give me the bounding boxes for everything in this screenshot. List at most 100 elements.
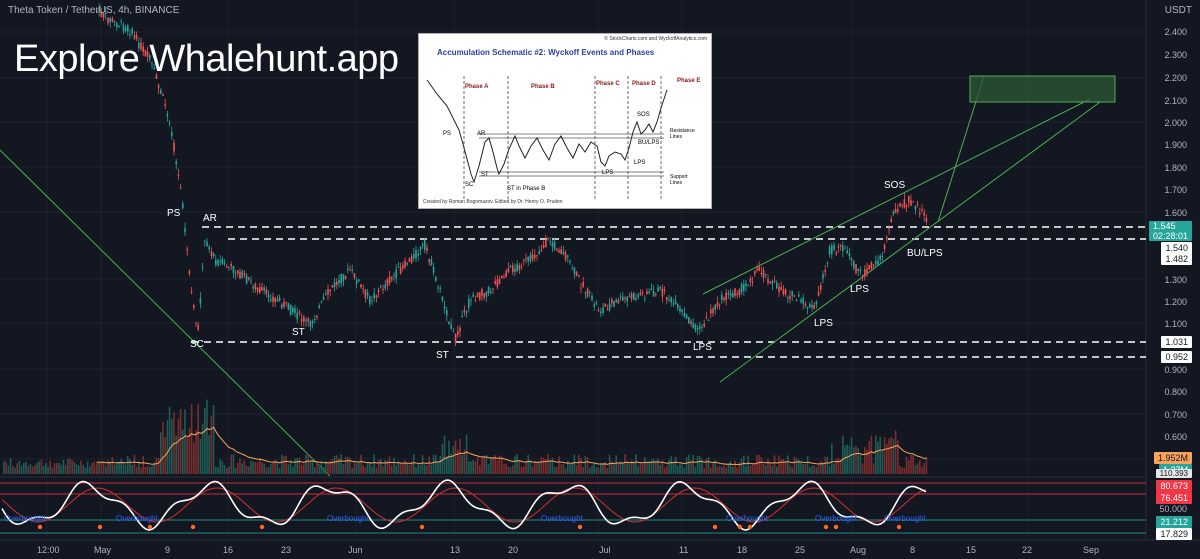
annotation-st-1[interactable]: ST <box>292 327 305 338</box>
overbought-label: Overbought <box>116 514 158 523</box>
schematic-drawing <box>426 76 668 199</box>
price-tick: 2.200 <box>1164 73 1187 83</box>
annotation-sc[interactable]: SC <box>190 339 204 350</box>
price-tick: 1.200 <box>1164 297 1187 307</box>
price-tag-level[interactable]: 1.482 <box>1161 253 1192 265</box>
price-tick: 0.900 <box>1164 365 1187 375</box>
price-tick: 2.100 <box>1164 96 1187 106</box>
time-tick: Sep <box>1083 545 1100 555</box>
schematic-label-bu-lps: BU/LPS <box>638 140 660 146</box>
annotation-lps-2[interactable]: LPS <box>814 318 833 329</box>
time-tick: 23 <box>281 545 292 555</box>
schematic-title: Accumulation Schematic #2: Wyckoff Event… <box>437 48 655 57</box>
oscillator-tag-80[interactable]: 80.673 <box>1156 480 1192 492</box>
schematic-label-lps-2: LPS <box>634 160 646 166</box>
time-tick: 9 <box>165 545 171 555</box>
annotation-sos[interactable]: SOS <box>884 180 906 191</box>
overbought-label: Overbought <box>815 514 857 523</box>
schematic-phase-e: Phase E <box>677 78 701 84</box>
overbought-label: Overbought <box>884 514 926 523</box>
time-tick: 15 <box>966 545 977 555</box>
schematic-phase-c: Phase C <box>596 81 620 87</box>
schematic-footer: Created by Roman Bogomazov. Edited by Dr… <box>423 199 563 205</box>
annotation-ps[interactable]: PS <box>167 208 181 219</box>
time-tick: 22 <box>1022 545 1033 555</box>
price-tick: 1.600 <box>1164 208 1187 218</box>
time-tick: 13 <box>450 545 461 555</box>
price-tick: 0.700 <box>1164 410 1187 420</box>
volume-bars <box>3 399 928 474</box>
oscillator-signal-line <box>1 487 927 523</box>
downtrend-line[interactable] <box>0 149 331 477</box>
price-tick: 1.100 <box>1164 319 1187 329</box>
time-tick: 16 <box>223 545 234 555</box>
time-tick: 8 <box>910 545 916 555</box>
volume-ma-line <box>96 426 927 466</box>
time-tick: Jun <box>348 545 363 555</box>
dashed-levels[interactable] <box>192 226 1146 358</box>
schematic-label-sc: SC <box>465 182 474 188</box>
oscillator-main-line <box>1 479 927 531</box>
price-tick: 2.300 <box>1164 50 1187 60</box>
schematic-phase-d: Phase D <box>632 81 656 87</box>
price-tick: 2.400 <box>1164 27 1187 37</box>
oscillator-tag-top[interactable]: 110.393 <box>1155 469 1192 478</box>
schematic-phase-b: Phase B <box>531 84 555 90</box>
price-tick: 0.800 <box>1164 387 1187 397</box>
oscillator-tag-76[interactable]: 76.451 <box>1156 492 1192 504</box>
last-price-value: 1.545 <box>1152 221 1176 231</box>
price-tick: 2.000 <box>1164 118 1187 128</box>
wyckoff-schematic-image: © StockCharts.com and WyckoffAnalytics.c… <box>418 33 712 209</box>
volume-ma-tag[interactable]: 1.952M <box>1153 452 1192 464</box>
oscillator-pane[interactable] <box>0 479 1146 534</box>
candles <box>96 3 928 347</box>
time-tick: 11 <box>679 545 689 555</box>
annotation-ar[interactable]: AR <box>203 213 217 224</box>
price-tick: 1.700 <box>1164 185 1187 195</box>
schematic-label-resistance: Resistance Lines <box>670 128 695 140</box>
schematic-label-st-phase-b: ST in Phase B <box>507 186 546 192</box>
last-price-tag[interactable]: 1.545 02:28:01 <box>1148 221 1192 241</box>
grid <box>0 0 1146 540</box>
price-tick: 1.300 <box>1164 275 1187 285</box>
bar-countdown: 02:28:01 <box>1152 231 1188 241</box>
time-tick: May <box>94 545 112 555</box>
schematic-label-support: Support Lines <box>670 174 688 186</box>
price-tag-level[interactable]: 1.031 <box>1161 336 1192 348</box>
time-tick: 25 <box>795 545 806 555</box>
time-tick: 12:00 <box>37 545 60 555</box>
price-tag-level[interactable]: 0.952 <box>1161 351 1192 363</box>
schematic-phase-a: Phase A <box>465 84 489 90</box>
schematic-label-ar: AR <box>477 131 486 137</box>
promo-watermark: Explore Whalehunt.app <box>14 38 399 80</box>
time-tick: 20 <box>508 545 519 555</box>
price-tick: 0.600 <box>1164 432 1187 442</box>
symbol-title[interactable]: Theta Token / TetherUS, 4h, BINANCE <box>8 5 180 16</box>
price-tag-level[interactable]: 1.540 <box>1161 242 1192 254</box>
annotation-bu-lps[interactable]: BU/LPS <box>907 248 943 259</box>
oscillator-tag-21[interactable]: 21.212 <box>1156 516 1192 528</box>
overbought-label: Overbought <box>726 514 768 523</box>
overbought-label: Overbought <box>327 514 369 523</box>
schematic-label-lps-1: LPS <box>602 170 614 176</box>
price-tick: 50.000 <box>1159 504 1187 514</box>
oscillator-signal-dots <box>37 524 902 530</box>
currency-label: USDT <box>1164 5 1192 16</box>
annotation-st-2[interactable]: ST <box>436 350 449 361</box>
time-tick: Jul <box>599 545 611 555</box>
annotation-lps-3[interactable]: LPS <box>850 284 869 295</box>
schematic-label-ps: PS <box>443 131 452 137</box>
time-tick: 18 <box>737 545 748 555</box>
overbought-label: Overbought <box>4 514 46 523</box>
schematic-credit: © StockCharts.com and WyckoffAnalytics.c… <box>604 36 707 42</box>
target-zone-box[interactable] <box>969 75 1116 103</box>
overbought-label: Overbought <box>541 514 583 523</box>
price-tick: 1.900 <box>1164 140 1187 150</box>
oscillator-tag-17[interactable]: 17.829 <box>1156 528 1192 540</box>
schematic-label-st: ST <box>481 172 489 178</box>
time-tick: Aug <box>850 545 867 555</box>
annotation-lps-1[interactable]: LPS <box>693 342 712 353</box>
price-tick: 1.800 <box>1164 163 1187 173</box>
